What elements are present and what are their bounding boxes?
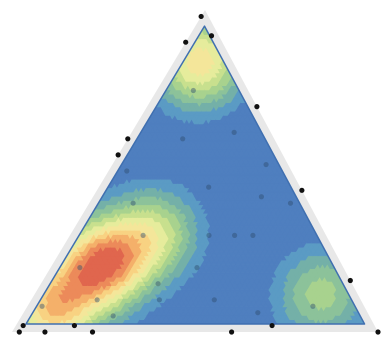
data-point: [258, 194, 265, 200]
data-point: [198, 13, 204, 20]
data-point: [255, 310, 261, 316]
data-point: [42, 329, 48, 335]
data-point: [206, 184, 212, 190]
data-point: [125, 136, 131, 142]
data-point: [263, 161, 269, 168]
data-point: [20, 322, 26, 329]
data-point: [310, 303, 316, 309]
data-point: [180, 136, 186, 142]
data-point: [232, 232, 238, 238]
data-point: [115, 152, 121, 158]
data-point: [299, 187, 305, 193]
data-point: [194, 265, 200, 271]
data-point: [94, 297, 100, 303]
data-point: [229, 329, 235, 335]
data-point: [130, 200, 136, 206]
data-point: [269, 322, 275, 329]
data-point: [211, 297, 217, 303]
data-point: [140, 232, 146, 238]
data-point: [155, 281, 161, 287]
data-point: [39, 303, 45, 309]
data-point: [156, 297, 162, 303]
data-point: [183, 39, 189, 45]
data-point: [71, 322, 78, 329]
data-point: [208, 33, 215, 39]
data-point: [287, 200, 294, 206]
data-point: [124, 168, 130, 174]
data-point: [89, 329, 96, 335]
data-point: [16, 329, 22, 335]
data-point: [347, 277, 353, 284]
density-contours: [25, 25, 366, 325]
data-point: [231, 129, 237, 135]
data-point: [375, 329, 381, 335]
data-point: [77, 265, 83, 271]
data-point: [254, 104, 260, 110]
data-point: [250, 232, 256, 238]
data-point: [190, 87, 196, 94]
data-point: [206, 232, 212, 238]
data-point: [110, 313, 116, 319]
